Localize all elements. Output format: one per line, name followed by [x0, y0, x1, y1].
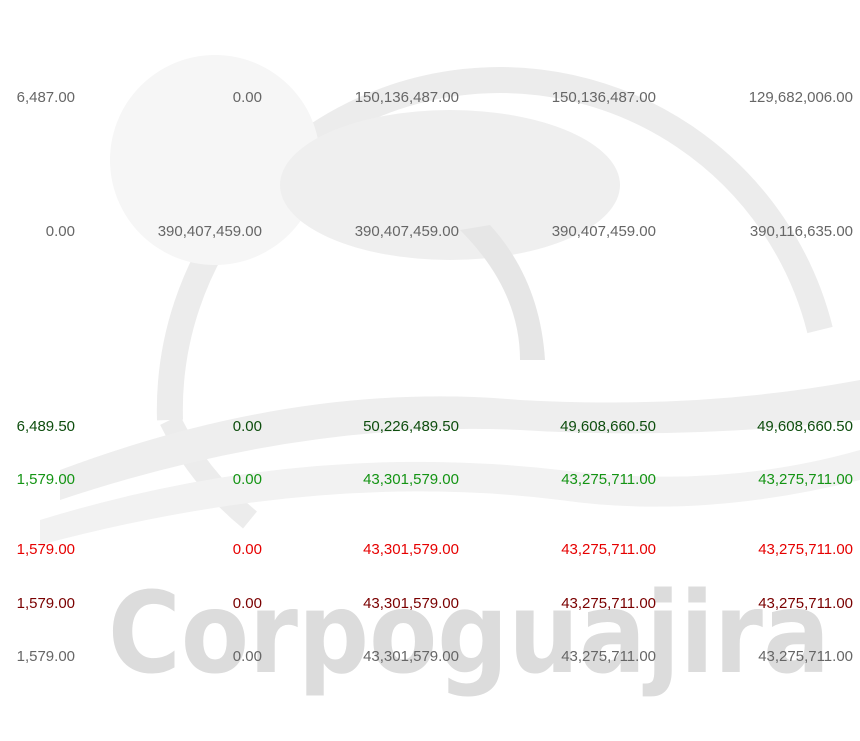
watermark-text: Corpoguajira	[108, 569, 830, 699]
table-cell: 43,301,579.00	[269, 470, 459, 490]
table-cell: 43,275,711.00	[663, 647, 853, 667]
table-cell: 390,407,459.00	[269, 222, 459, 242]
table-cell: 6,489.50	[0, 417, 75, 437]
table-cell: 43,275,711.00	[466, 470, 656, 490]
table-cell: 0.00	[0, 222, 75, 242]
table-cell: 390,407,459.00	[72, 222, 262, 242]
table-cell: 0.00	[72, 647, 262, 667]
table-cell: 390,116,635.00	[663, 222, 853, 242]
table-cell: 1,579.00	[0, 540, 75, 560]
table-cell: 0.00	[72, 470, 262, 490]
table-cell: 43,275,711.00	[466, 647, 656, 667]
table-cell: 49,608,660.50	[663, 417, 853, 437]
table-cell: 129,682,006.00	[663, 88, 853, 108]
table-cell: 1,579.00	[0, 594, 75, 614]
table-cell: 1,579.00	[0, 647, 75, 667]
table-cell: 0.00	[72, 594, 262, 614]
table-cell: 390,407,459.00	[466, 222, 656, 242]
page: Corpoguajira 6,487.000.00150,136,487.001…	[0, 0, 860, 741]
table-cell: 43,275,711.00	[663, 540, 853, 560]
table-cell: 49,608,660.50	[466, 417, 656, 437]
table-cell: 150,136,487.00	[466, 88, 656, 108]
table-cell: 50,226,489.50	[269, 417, 459, 437]
table-cell: 150,136,487.00	[269, 88, 459, 108]
table-cell: 43,275,711.00	[663, 470, 853, 490]
table-cell: 0.00	[72, 540, 262, 560]
table-cell: 43,301,579.00	[269, 594, 459, 614]
table-cell: 43,301,579.00	[269, 647, 459, 667]
table-cell: 6,487.00	[0, 88, 75, 108]
table-cell: 1,579.00	[0, 470, 75, 490]
table-cell: 43,301,579.00	[269, 540, 459, 560]
table-cell: 0.00	[72, 88, 262, 108]
table-cell: 43,275,711.00	[466, 594, 656, 614]
table-cell: 43,275,711.00	[663, 594, 853, 614]
table-cell: 43,275,711.00	[466, 540, 656, 560]
table-cell: 0.00	[72, 417, 262, 437]
watermark-logo: Corpoguajira	[0, 0, 860, 741]
